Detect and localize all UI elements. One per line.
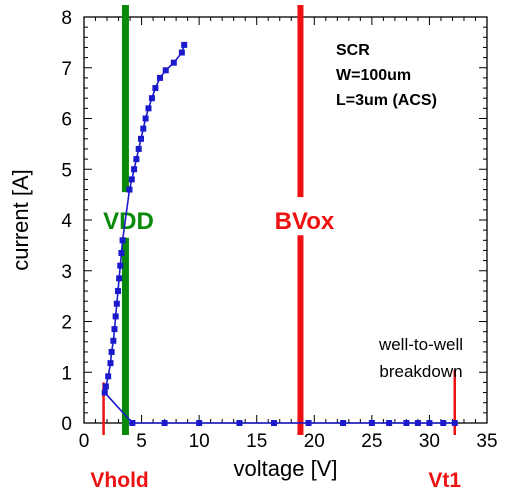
data-point bbox=[236, 420, 243, 426]
data-point bbox=[145, 105, 152, 112]
tick-labels: 0 5 10 15 20 25 30 35 0 1 2 3 4 5 6 7 8 bbox=[61, 8, 497, 452]
axis-ticks bbox=[83, 16, 488, 424]
breakdown-annotation-line: breakdown bbox=[379, 362, 462, 381]
data-point bbox=[305, 420, 312, 426]
data-point bbox=[131, 166, 138, 173]
x-tick-label: 10 bbox=[189, 431, 210, 452]
y-tick-label: 7 bbox=[61, 59, 72, 80]
data-point bbox=[386, 420, 393, 426]
data-point bbox=[116, 275, 123, 282]
data-point bbox=[181, 41, 188, 48]
data-point bbox=[102, 383, 109, 390]
y-tick-label: 8 bbox=[61, 8, 72, 29]
data-point bbox=[148, 95, 155, 102]
vt1-label: Vt1 bbox=[428, 469, 461, 492]
breakdown-annotation-line: well-to-well bbox=[378, 335, 463, 354]
vhold-label: Vhold bbox=[90, 469, 148, 492]
data-point bbox=[178, 49, 185, 56]
device-info-line: L=3um (ACS) bbox=[336, 92, 437, 109]
x-tick-label: 35 bbox=[476, 431, 497, 452]
data-point bbox=[426, 420, 433, 426]
x-tick-label: 15 bbox=[246, 431, 267, 452]
data-point bbox=[270, 420, 277, 426]
y-tick-label: 1 bbox=[61, 363, 72, 384]
data-series-layer bbox=[101, 41, 458, 426]
data-point bbox=[133, 156, 140, 163]
device-info-line: W=100um bbox=[336, 67, 411, 84]
y-tick-label: 0 bbox=[61, 414, 72, 435]
data-point bbox=[152, 85, 159, 92]
x-axis-label: voltage [V] bbox=[234, 456, 338, 481]
data-point bbox=[112, 313, 119, 320]
data-point bbox=[161, 420, 168, 426]
x-tick-label: 30 bbox=[419, 431, 440, 452]
data-point bbox=[440, 420, 447, 426]
data-point bbox=[140, 125, 147, 132]
data-point bbox=[135, 145, 142, 152]
data-point bbox=[101, 389, 108, 396]
y-tick-label: 2 bbox=[61, 313, 72, 334]
data-point bbox=[340, 420, 347, 426]
data-point bbox=[162, 67, 169, 74]
data-point bbox=[403, 420, 410, 426]
data-point bbox=[137, 135, 144, 142]
data-point bbox=[111, 326, 118, 333]
y-axis-label: current [A] bbox=[8, 169, 33, 270]
data-point bbox=[368, 420, 375, 426]
data-point bbox=[129, 420, 136, 426]
bvox-label: BVox bbox=[275, 208, 335, 235]
data-point bbox=[126, 186, 133, 193]
data-point bbox=[107, 360, 114, 367]
data-point bbox=[114, 288, 121, 295]
vdd-label: VDD bbox=[103, 208, 154, 235]
y-tick-label: 4 bbox=[61, 211, 72, 232]
data-point bbox=[156, 74, 163, 81]
data-point bbox=[113, 300, 120, 307]
y-tick-label: 6 bbox=[61, 110, 72, 131]
device-info-line: SCR bbox=[336, 42, 370, 59]
x-tick-label: 25 bbox=[361, 431, 382, 452]
data-point bbox=[128, 176, 135, 183]
y-tick-label: 5 bbox=[61, 160, 72, 181]
data-point bbox=[108, 348, 115, 355]
data-point bbox=[170, 59, 177, 66]
x-tick-label: 20 bbox=[304, 431, 325, 452]
data-point bbox=[110, 337, 117, 344]
reference-lines: VDD BVox Vhold Vt1 bbox=[90, 5, 461, 492]
data-point bbox=[118, 249, 125, 256]
y-tick-label: 3 bbox=[61, 262, 72, 283]
data-point bbox=[142, 115, 149, 122]
data-point bbox=[119, 237, 126, 244]
data-point bbox=[117, 262, 124, 269]
x-tick-label: 0 bbox=[79, 431, 90, 452]
data-point bbox=[105, 373, 112, 380]
x-tick-label: 5 bbox=[136, 431, 147, 452]
data-point bbox=[451, 420, 458, 426]
data-point bbox=[196, 420, 203, 426]
data-point bbox=[414, 420, 421, 426]
